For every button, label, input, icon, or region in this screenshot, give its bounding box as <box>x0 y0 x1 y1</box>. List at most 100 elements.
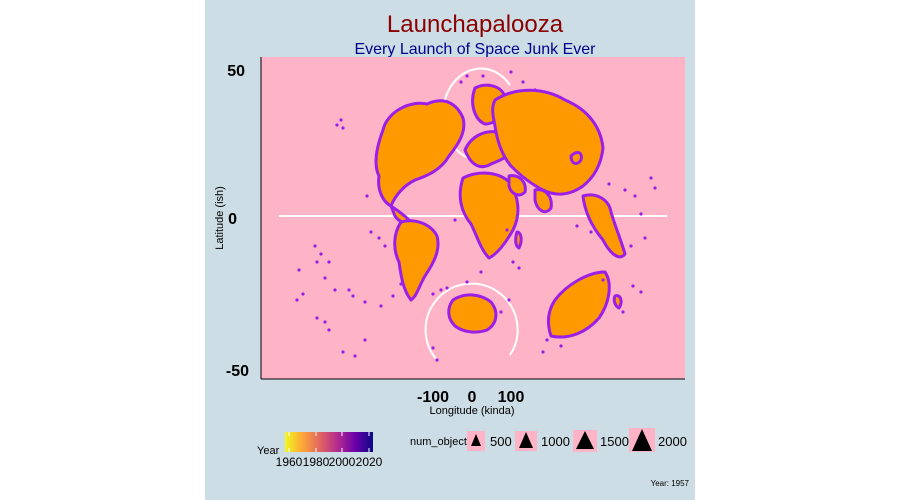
scatter-point <box>499 310 503 314</box>
scatter-point <box>465 280 469 284</box>
scatter-points <box>295 70 657 362</box>
chart-svg: Launchapalooza Every Launch of Space Jun… <box>214 11 690 488</box>
scatter-point <box>313 244 317 248</box>
size-legend-triangle <box>576 431 594 449</box>
scatter-point <box>295 298 299 302</box>
scatter-point <box>335 123 339 127</box>
chart-figure: Launchapalooza Every Launch of Space Jun… <box>205 0 695 500</box>
scatter-point <box>633 194 637 198</box>
scatter-point <box>517 266 521 270</box>
land-madagascar <box>514 230 523 250</box>
scatter-point <box>533 88 537 92</box>
land-asia <box>491 88 605 196</box>
land-africa <box>458 171 520 260</box>
year-legend-tick: 2000 <box>329 455 356 469</box>
scatter-point <box>301 292 305 296</box>
scatter-point <box>653 186 657 190</box>
scatter-point <box>453 218 457 222</box>
scatter-point <box>559 344 563 348</box>
scatter-point <box>481 74 485 78</box>
size-legend-triangle <box>519 432 533 448</box>
scatter-point <box>639 290 643 294</box>
land-arabia <box>507 174 527 197</box>
scatter-point <box>621 310 625 314</box>
scatter-point <box>363 300 367 304</box>
scatter-point <box>431 292 435 296</box>
scatter-point <box>507 298 511 302</box>
scatter-point <box>521 80 525 84</box>
land-north-america <box>374 99 466 208</box>
scatter-point <box>399 282 403 286</box>
size-legend-label: 1000 <box>541 434 570 449</box>
size-legend-triangle <box>471 434 481 446</box>
scatter-point <box>315 316 319 320</box>
scatter-point <box>323 276 327 280</box>
scatter-point <box>639 212 643 216</box>
scatter-point <box>439 288 443 292</box>
scatter-point <box>365 194 369 198</box>
scatter-point <box>347 288 351 292</box>
scatter-point <box>351 294 355 298</box>
scatter-point <box>333 288 337 292</box>
scatter-point <box>631 284 635 288</box>
scatter-point <box>341 126 345 130</box>
scatter-point <box>341 350 345 354</box>
y-tick-label: -50 <box>226 363 249 380</box>
scatter-point <box>435 358 439 362</box>
year-legend-tick: 1960 <box>276 455 303 469</box>
scatter-point <box>459 80 463 84</box>
scatter-point <box>353 354 357 358</box>
scatter-point <box>391 294 395 298</box>
x-tick-label: -100 <box>417 389 449 406</box>
year-colorbar-ticks <box>288 432 370 452</box>
size-legend-label: 500 <box>490 434 512 449</box>
scatter-point <box>643 236 647 240</box>
x-tick-label: 0 <box>468 389 477 406</box>
chart-title: Launchapalooza <box>387 11 564 38</box>
x-axis-title: Longitude (kinda) <box>429 405 514 417</box>
scatter-point <box>589 230 593 234</box>
year-legend-tick: 1980 <box>303 455 330 469</box>
scatter-point <box>297 268 301 272</box>
land-india <box>533 188 553 214</box>
scatter-point <box>629 244 633 248</box>
year-legend-tick: 2020 <box>356 455 383 469</box>
land-japan <box>569 151 583 165</box>
land-antarctica <box>447 293 498 334</box>
land-new-zealand <box>612 294 623 310</box>
scatter-point <box>479 270 483 274</box>
scatter-point <box>465 74 469 78</box>
scatter-point <box>379 304 383 308</box>
scatter-point <box>509 70 513 74</box>
size-legend-label: 1500 <box>600 434 629 449</box>
scatter-point <box>323 320 327 324</box>
scatter-point <box>327 260 331 264</box>
scatter-point <box>575 224 579 228</box>
land-southeast-asia <box>581 193 627 259</box>
scatter-point <box>383 244 387 248</box>
scatter-point <box>445 286 449 290</box>
size-legend-label: 2000 <box>658 434 687 449</box>
scatter-point <box>623 188 627 192</box>
scatter-point <box>505 228 509 232</box>
chart-subtitle: Every Launch of Space Junk Ever <box>354 41 596 58</box>
land-south-america <box>393 219 440 302</box>
scatter-point <box>339 118 343 122</box>
scatter-point <box>511 260 515 264</box>
x-tick-label: 100 <box>498 389 525 406</box>
y-tick-label: 0 <box>228 211 237 228</box>
y-axis-title: Latitude (ish) <box>214 186 226 250</box>
scatter-point <box>319 252 323 256</box>
land-australia <box>546 270 611 339</box>
scatter-point <box>431 346 435 350</box>
scatter-point <box>649 176 653 180</box>
size-legend-title: num_objects <box>410 436 473 448</box>
scatter-point <box>327 328 331 332</box>
scatter-point <box>369 230 373 234</box>
scatter-point <box>315 260 319 264</box>
year-colorbar <box>285 432 373 452</box>
world-map <box>374 83 627 339</box>
year-legend-title: Year <box>257 445 280 457</box>
scatter-point <box>607 182 611 186</box>
scatter-point <box>601 278 605 282</box>
